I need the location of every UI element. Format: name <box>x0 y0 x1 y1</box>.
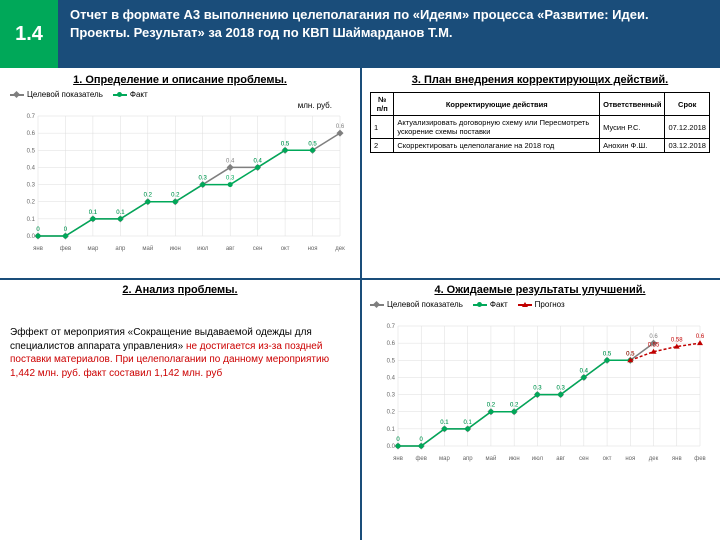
svg-text:0.2: 0.2 <box>144 193 153 199</box>
svg-text:0.5: 0.5 <box>308 141 317 147</box>
svg-text:0.7: 0.7 <box>387 324 396 330</box>
svg-text:янв: янв <box>672 456 682 462</box>
q3-table: № п/пКорректирующие действияОтветственны… <box>370 92 710 153</box>
svg-text:июл: июл <box>532 456 544 462</box>
quadrant-4: 4. Ожидаемые результаты улучшений. Целев… <box>360 278 720 540</box>
svg-text:0.4: 0.4 <box>27 165 36 171</box>
svg-text:май: май <box>142 245 153 252</box>
svg-text:0.6: 0.6 <box>27 131 36 137</box>
svg-text:0.1: 0.1 <box>89 210 98 216</box>
svg-text:апр: апр <box>115 246 126 252</box>
q1-title: 1. Определение и описание проблемы. <box>10 74 350 86</box>
svg-text:0.6: 0.6 <box>649 334 658 340</box>
svg-text:0.3: 0.3 <box>27 183 36 189</box>
q3-title: 3. План внедрения корректирующих действи… <box>370 74 710 86</box>
svg-text:0.1: 0.1 <box>464 420 473 426</box>
svg-text:ноя: ноя <box>625 456 635 462</box>
svg-text:0.4: 0.4 <box>226 158 235 164</box>
svg-text:дек: дек <box>335 246 345 252</box>
svg-text:0.1: 0.1 <box>440 420 449 426</box>
svg-text:0.2: 0.2 <box>171 193 180 199</box>
svg-text:окт: окт <box>281 246 290 252</box>
svg-text:0.5: 0.5 <box>27 148 36 154</box>
section-badge: 1.4 <box>0 0 58 68</box>
q1-chart: млн. руб. 0.0 0.1 0.2 0.3 0.4 0.5 0.6 0.7 янв фев… <box>10 101 350 261</box>
svg-text:0.5: 0.5 <box>603 351 612 357</box>
svg-text:0.4: 0.4 <box>387 375 396 381</box>
svg-text:0.1: 0.1 <box>387 427 396 433</box>
svg-text:0.6: 0.6 <box>696 334 705 340</box>
svg-text:ноя: ноя <box>308 246 318 252</box>
svg-text:май: май <box>486 455 497 462</box>
svg-text:сен: сен <box>579 456 589 462</box>
svg-text:авг: авг <box>226 246 236 252</box>
svg-text:авг: авг <box>556 456 566 462</box>
svg-text:0.4: 0.4 <box>580 368 589 374</box>
svg-text:0: 0 <box>396 437 400 443</box>
svg-text:0: 0 <box>420 437 424 443</box>
svg-text:сен: сен <box>253 246 263 252</box>
q1-legend: Целевой показательФакт <box>10 90 350 99</box>
svg-text:0.5: 0.5 <box>281 141 290 147</box>
svg-text:0.5: 0.5 <box>626 351 635 357</box>
q2-text: Эффект от мероприятия «Сокращение выдава… <box>10 326 350 380</box>
svg-text:фев: фев <box>415 456 426 462</box>
svg-text:0.1: 0.1 <box>116 210 125 216</box>
svg-text:дек: дек <box>649 456 659 462</box>
quadrant-3: 3. План внедрения корректирующих действи… <box>360 68 720 278</box>
svg-text:июн: июн <box>170 246 181 252</box>
svg-text:апр: апр <box>463 456 474 462</box>
a3-grid: 1. Определение и описание проблемы. Целе… <box>0 68 720 540</box>
svg-text:0.3: 0.3 <box>556 386 565 392</box>
quadrant-1: 1. Определение и описание проблемы. Целе… <box>0 68 360 278</box>
svg-text:0.1: 0.1 <box>27 217 36 223</box>
svg-text:0: 0 <box>36 227 40 233</box>
svg-text:0.58: 0.58 <box>671 338 683 344</box>
quadrant-2: 2. Анализ проблемы. Эффект от мероприяти… <box>0 278 360 540</box>
svg-text:мар: мар <box>88 246 99 252</box>
svg-text:0.3: 0.3 <box>533 386 542 392</box>
page-title: Отчет в формате А3 выполнению целеполага… <box>58 0 720 68</box>
svg-text:0.2: 0.2 <box>487 403 496 409</box>
svg-text:0.2: 0.2 <box>27 200 36 206</box>
q4-chart: 0.0 0.1 0.2 0.3 0.4 0.5 0.6 0.7 янв фев мар апр май и… <box>370 311 710 471</box>
svg-text:0.5: 0.5 <box>387 358 396 364</box>
svg-text:0.6: 0.6 <box>336 124 345 130</box>
svg-text:июн: июн <box>509 456 520 462</box>
svg-text:фев: фев <box>694 456 705 462</box>
svg-text:0.6: 0.6 <box>387 341 396 347</box>
svg-text:0.0: 0.0 <box>27 234 36 240</box>
svg-text:0.3: 0.3 <box>226 176 235 182</box>
svg-text:мар: мар <box>439 456 450 462</box>
svg-text:0.2: 0.2 <box>510 403 519 409</box>
svg-text:янв: янв <box>393 456 403 462</box>
header: 1.4 Отчет в формате А3 выполнению целепо… <box>0 0 720 68</box>
q4-title: 4. Ожидаемые результаты улучшений. <box>370 284 710 296</box>
svg-text:0.2: 0.2 <box>387 410 396 416</box>
svg-text:0.4: 0.4 <box>253 158 262 164</box>
svg-text:фев: фев <box>60 246 71 252</box>
svg-text:0.0: 0.0 <box>387 444 396 450</box>
q1-ylabel: млн. руб. <box>298 101 332 110</box>
svg-text:окт: окт <box>603 456 612 462</box>
svg-text:июл: июл <box>197 246 209 252</box>
q4-legend: Целевой показательФактПрогноз <box>370 300 710 309</box>
svg-text:0.3: 0.3 <box>199 176 208 182</box>
svg-text:0.7: 0.7 <box>27 114 36 120</box>
svg-text:янв: янв <box>33 246 43 252</box>
svg-text:0.3: 0.3 <box>387 393 396 399</box>
q2-title: 2. Анализ проблемы. <box>10 284 350 296</box>
svg-text:0: 0 <box>64 227 68 233</box>
svg-text:0.55: 0.55 <box>648 343 660 349</box>
